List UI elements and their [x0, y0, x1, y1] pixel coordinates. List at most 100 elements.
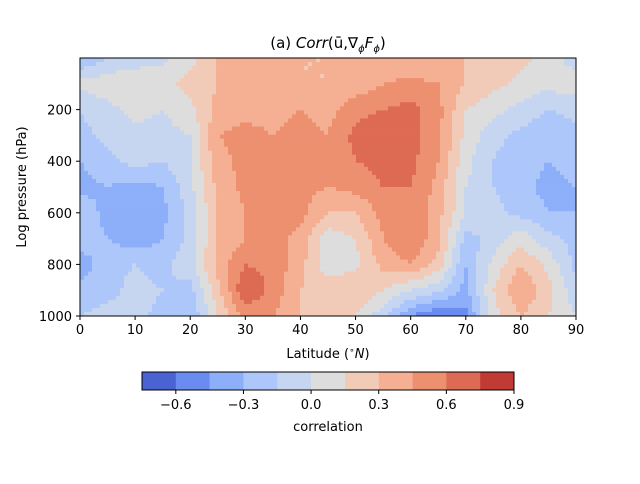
heatmap-cell — [168, 178, 173, 184]
heatmap-cell — [436, 150, 441, 156]
heatmap-cell — [88, 215, 93, 220]
heatmap-cell — [320, 94, 325, 99]
heatmap-cell — [124, 82, 129, 87]
heatmap-cell — [220, 74, 225, 79]
heatmap-cell — [112, 207, 117, 212]
heatmap-cell — [380, 114, 385, 119]
heatmap-cell — [408, 70, 413, 75]
heatmap-cell — [252, 122, 257, 127]
heatmap-cell — [88, 150, 93, 156]
heatmap-cell — [372, 211, 377, 216]
heatmap-cell — [276, 207, 281, 212]
heatmap-cell — [132, 191, 137, 196]
heatmap-cell — [96, 178, 101, 184]
heatmap-cell — [240, 191, 245, 196]
heatmap-cell — [544, 126, 549, 131]
heatmap-cell — [96, 195, 101, 200]
heatmap-cell — [192, 138, 197, 144]
heatmap-cell — [568, 82, 573, 87]
heatmap-cell — [80, 134, 85, 139]
heatmap-cell — [496, 138, 501, 144]
heatmap-cell — [288, 114, 293, 119]
heatmap-cell — [220, 130, 225, 135]
heatmap-cell — [292, 199, 297, 204]
heatmap-cell — [348, 203, 353, 208]
heatmap-cell — [248, 170, 253, 176]
heatmap-cell — [120, 146, 125, 152]
heatmap-cell — [444, 207, 449, 212]
heatmap-cell — [172, 191, 177, 196]
heatmap-cell — [116, 182, 121, 188]
heatmap-cell — [296, 98, 301, 103]
heatmap-cell — [272, 106, 277, 111]
heatmap-cell — [512, 62, 517, 67]
heatmap-cell — [156, 187, 161, 192]
heatmap-cell — [140, 122, 145, 127]
heatmap-cell — [212, 199, 217, 204]
heatmap-cell — [464, 162, 469, 168]
heatmap-cell — [248, 126, 253, 131]
heatmap-cell — [556, 170, 561, 176]
heatmap-cell — [212, 130, 217, 135]
heatmap-cell — [152, 170, 157, 176]
heatmap-cell — [516, 142, 521, 148]
heatmap-cell — [236, 154, 241, 160]
heatmap-cell — [544, 158, 549, 164]
heatmap-cell — [284, 166, 289, 172]
heatmap-cell — [132, 207, 137, 212]
heatmap-cell — [444, 66, 449, 71]
heatmap-cell — [452, 130, 457, 135]
heatmap-cell — [252, 62, 257, 67]
heatmap-cell — [96, 94, 101, 99]
heatmap-cell — [540, 110, 545, 115]
heatmap-cell — [80, 138, 85, 144]
heatmap-cell — [348, 191, 353, 196]
heatmap-cell — [348, 130, 353, 135]
heatmap-cell — [156, 62, 161, 67]
heatmap-cell — [472, 166, 477, 172]
heatmap-cell — [312, 122, 317, 127]
heatmap-cell — [244, 114, 249, 119]
heatmap-cell — [164, 170, 169, 176]
heatmap-cell — [424, 134, 429, 139]
heatmap-cell — [412, 58, 417, 63]
heatmap-cell — [360, 126, 365, 131]
heatmap-cell — [568, 174, 573, 180]
heatmap-cell — [192, 142, 197, 148]
heatmap-cell — [292, 66, 297, 71]
heatmap-cell — [352, 207, 357, 212]
heatmap-cell — [120, 207, 125, 212]
heatmap-cell — [288, 138, 293, 144]
heatmap-cell — [372, 134, 377, 139]
heatmap-cell — [228, 215, 233, 220]
heatmap-cell — [420, 215, 425, 220]
heatmap-cell — [288, 203, 293, 208]
heatmap-cell — [320, 90, 325, 95]
heatmap-cell — [276, 215, 281, 220]
heatmap-cell — [104, 154, 109, 160]
heatmap-cell — [504, 106, 509, 111]
heatmap-cell — [420, 62, 425, 67]
heatmap-cell — [304, 66, 309, 71]
heatmap-cell — [464, 174, 469, 180]
heatmap-cell — [516, 166, 521, 172]
heatmap-cell — [224, 134, 229, 139]
heatmap-cell — [80, 98, 85, 103]
heatmap-cell — [528, 110, 533, 115]
heatmap-cell — [452, 154, 457, 160]
heatmap-cell — [312, 191, 317, 196]
heatmap-cell — [520, 146, 525, 152]
heatmap-cell — [160, 158, 165, 164]
heatmap-cell — [476, 182, 481, 188]
heatmap-cell — [336, 102, 341, 107]
heatmap-cell — [148, 102, 153, 107]
heatmap-cell — [188, 174, 193, 180]
heatmap-cell — [512, 170, 517, 176]
heatmap-cell — [240, 58, 245, 63]
heatmap-cell — [152, 114, 157, 119]
heatmap-cell — [376, 134, 381, 139]
heatmap-cell — [416, 142, 421, 148]
heatmap-cell — [116, 114, 121, 119]
heatmap-cell — [272, 207, 277, 212]
heatmap-cell — [80, 106, 85, 111]
